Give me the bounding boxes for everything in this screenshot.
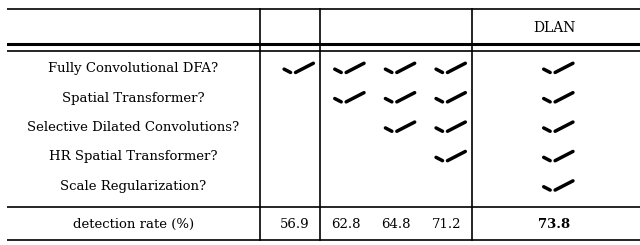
Text: detection rate (%): detection rate (%) — [73, 218, 194, 231]
Text: 71.2: 71.2 — [432, 218, 461, 231]
Text: DLAN: DLAN — [533, 21, 576, 35]
Text: HR Spatial Transformer?: HR Spatial Transformer? — [49, 150, 218, 163]
Text: 62.8: 62.8 — [331, 218, 360, 231]
Text: Spatial Transformer?: Spatial Transformer? — [62, 91, 205, 105]
Text: 64.8: 64.8 — [381, 218, 411, 231]
Text: Fully Convolutional DFA?: Fully Convolutional DFA? — [49, 62, 218, 75]
Text: Scale Regularization?: Scale Regularization? — [60, 180, 207, 193]
Text: 73.8: 73.8 — [538, 218, 571, 231]
Text: 56.9: 56.9 — [280, 218, 310, 231]
Text: Selective Dilated Convolutions?: Selective Dilated Convolutions? — [28, 121, 239, 134]
